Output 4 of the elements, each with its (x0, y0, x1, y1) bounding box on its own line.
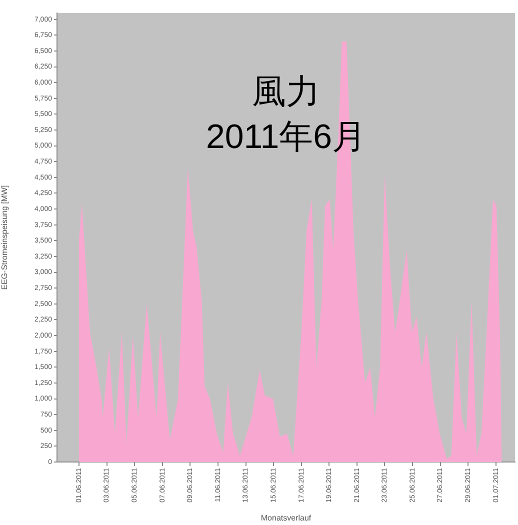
text: 風力 (251, 72, 321, 113)
text: 2011年6月 (204, 117, 368, 158)
x-axis-title: Monatsverlauf (260, 513, 312, 522)
y-axis-title: EEG-Stromeinspeisung [MW] (0, 185, 10, 290)
